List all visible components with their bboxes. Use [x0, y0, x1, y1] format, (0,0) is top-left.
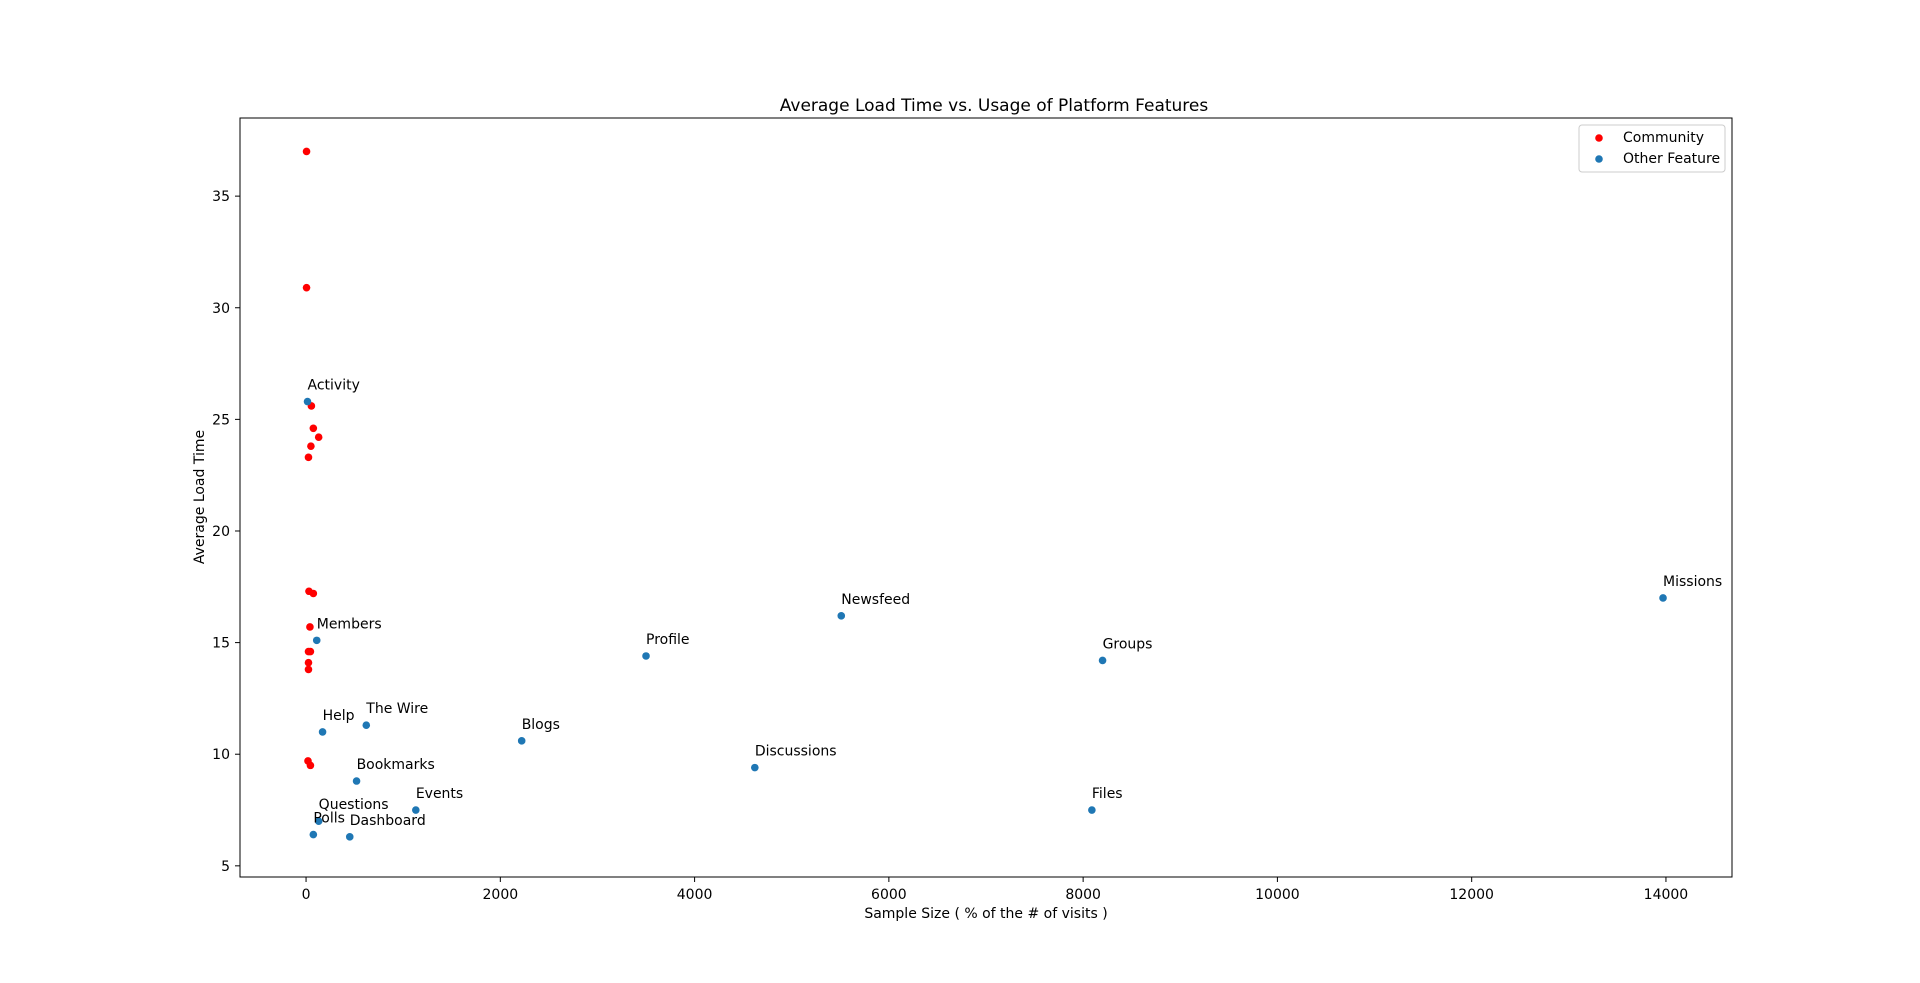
point-label: Dashboard [350, 813, 426, 829]
point-label: Events [416, 786, 463, 802]
community-point [302, 283, 311, 292]
community-point [304, 658, 313, 667]
other-feature-point [303, 397, 312, 406]
other-feature-point [352, 777, 361, 785]
other-feature-point [517, 737, 526, 745]
other-feature-point [837, 612, 846, 620]
legend: Community Other Feature [1578, 124, 1726, 173]
y-tick-label: 35 [212, 189, 230, 205]
point-label: Polls [313, 811, 345, 827]
other-feature-point [345, 833, 354, 841]
x-tick-label: 0 [302, 887, 311, 903]
community-point [302, 147, 311, 156]
legend-community-marker [1595, 134, 1603, 142]
plot-frame [239, 117, 1733, 878]
x-tick-label: 6000 [871, 887, 907, 903]
y-tick-label: 25 [212, 412, 230, 428]
point-label: Newsfeed [841, 592, 910, 608]
x-tick-label: 2000 [483, 887, 519, 903]
point-label: The Wire [365, 701, 428, 717]
y-tick-label: 5 [221, 859, 230, 875]
other-feature-point [751, 763, 759, 772]
x-axis-label: Sample Size ( % of the # of visits ) [864, 906, 1107, 922]
point-label: Help [323, 708, 355, 724]
community-point [309, 589, 318, 598]
point-label: Bookmarks [357, 757, 435, 773]
community-point [309, 424, 318, 433]
point-label: Questions [319, 797, 389, 813]
y-tick-label: 20 [212, 524, 230, 540]
point-label: Files [1092, 786, 1123, 802]
y-tick-label: 30 [212, 301, 230, 317]
community-point [306, 647, 315, 656]
community-point [314, 433, 323, 442]
community-point [307, 442, 315, 450]
point-label: Profile [646, 632, 690, 648]
legend-frame [1578, 124, 1726, 173]
other-feature-point [362, 721, 371, 729]
community-point [306, 761, 315, 770]
community-point [304, 453, 313, 462]
other-feature-point [1088, 806, 1096, 814]
x-tick-label: 12000 [1449, 887, 1494, 903]
legend-other-feature-marker [1595, 155, 1603, 163]
community-point [304, 665, 313, 674]
other-feature-point [642, 652, 650, 660]
y-tick-label: 10 [212, 747, 230, 763]
point-label: Discussions [755, 744, 837, 760]
community-point [306, 623, 314, 631]
other-feature-point [318, 728, 327, 736]
other-feature-point [312, 636, 321, 645]
other-feature-point [1659, 594, 1667, 602]
point-label: Blogs [522, 717, 560, 733]
data-points [302, 147, 1667, 841]
other-feature-point [412, 806, 420, 814]
other-feature-point [314, 817, 323, 825]
x-tick-label: 14000 [1644, 887, 1689, 903]
chart-title: Average Load Time vs. Usage of Platform … [780, 96, 1209, 116]
y-tick-label: 15 [212, 636, 230, 652]
point-label: Missions [1663, 574, 1722, 590]
x-tick-label: 8000 [1065, 887, 1101, 903]
point-label: Activity [308, 378, 360, 394]
point-label: Members [317, 616, 382, 632]
other-feature-point [309, 830, 318, 839]
y-axis-label: Average Load Time [192, 430, 208, 564]
other-feature-point [1098, 656, 1107, 665]
legend-community-label: Community [1623, 130, 1704, 146]
axis-ticks: 0 2000 4000 6000 8000 10000 12000 14000 5 10 15 20 2… [212, 189, 1688, 903]
point-label: Groups [1103, 636, 1153, 652]
point-labels: Activity Members Help The Wire Blogs Profile N… [308, 378, 1723, 829]
x-tick-label: 4000 [677, 887, 713, 903]
x-tick-label: 10000 [1255, 887, 1300, 903]
legend-other-feature-label: Other Feature [1623, 151, 1720, 167]
